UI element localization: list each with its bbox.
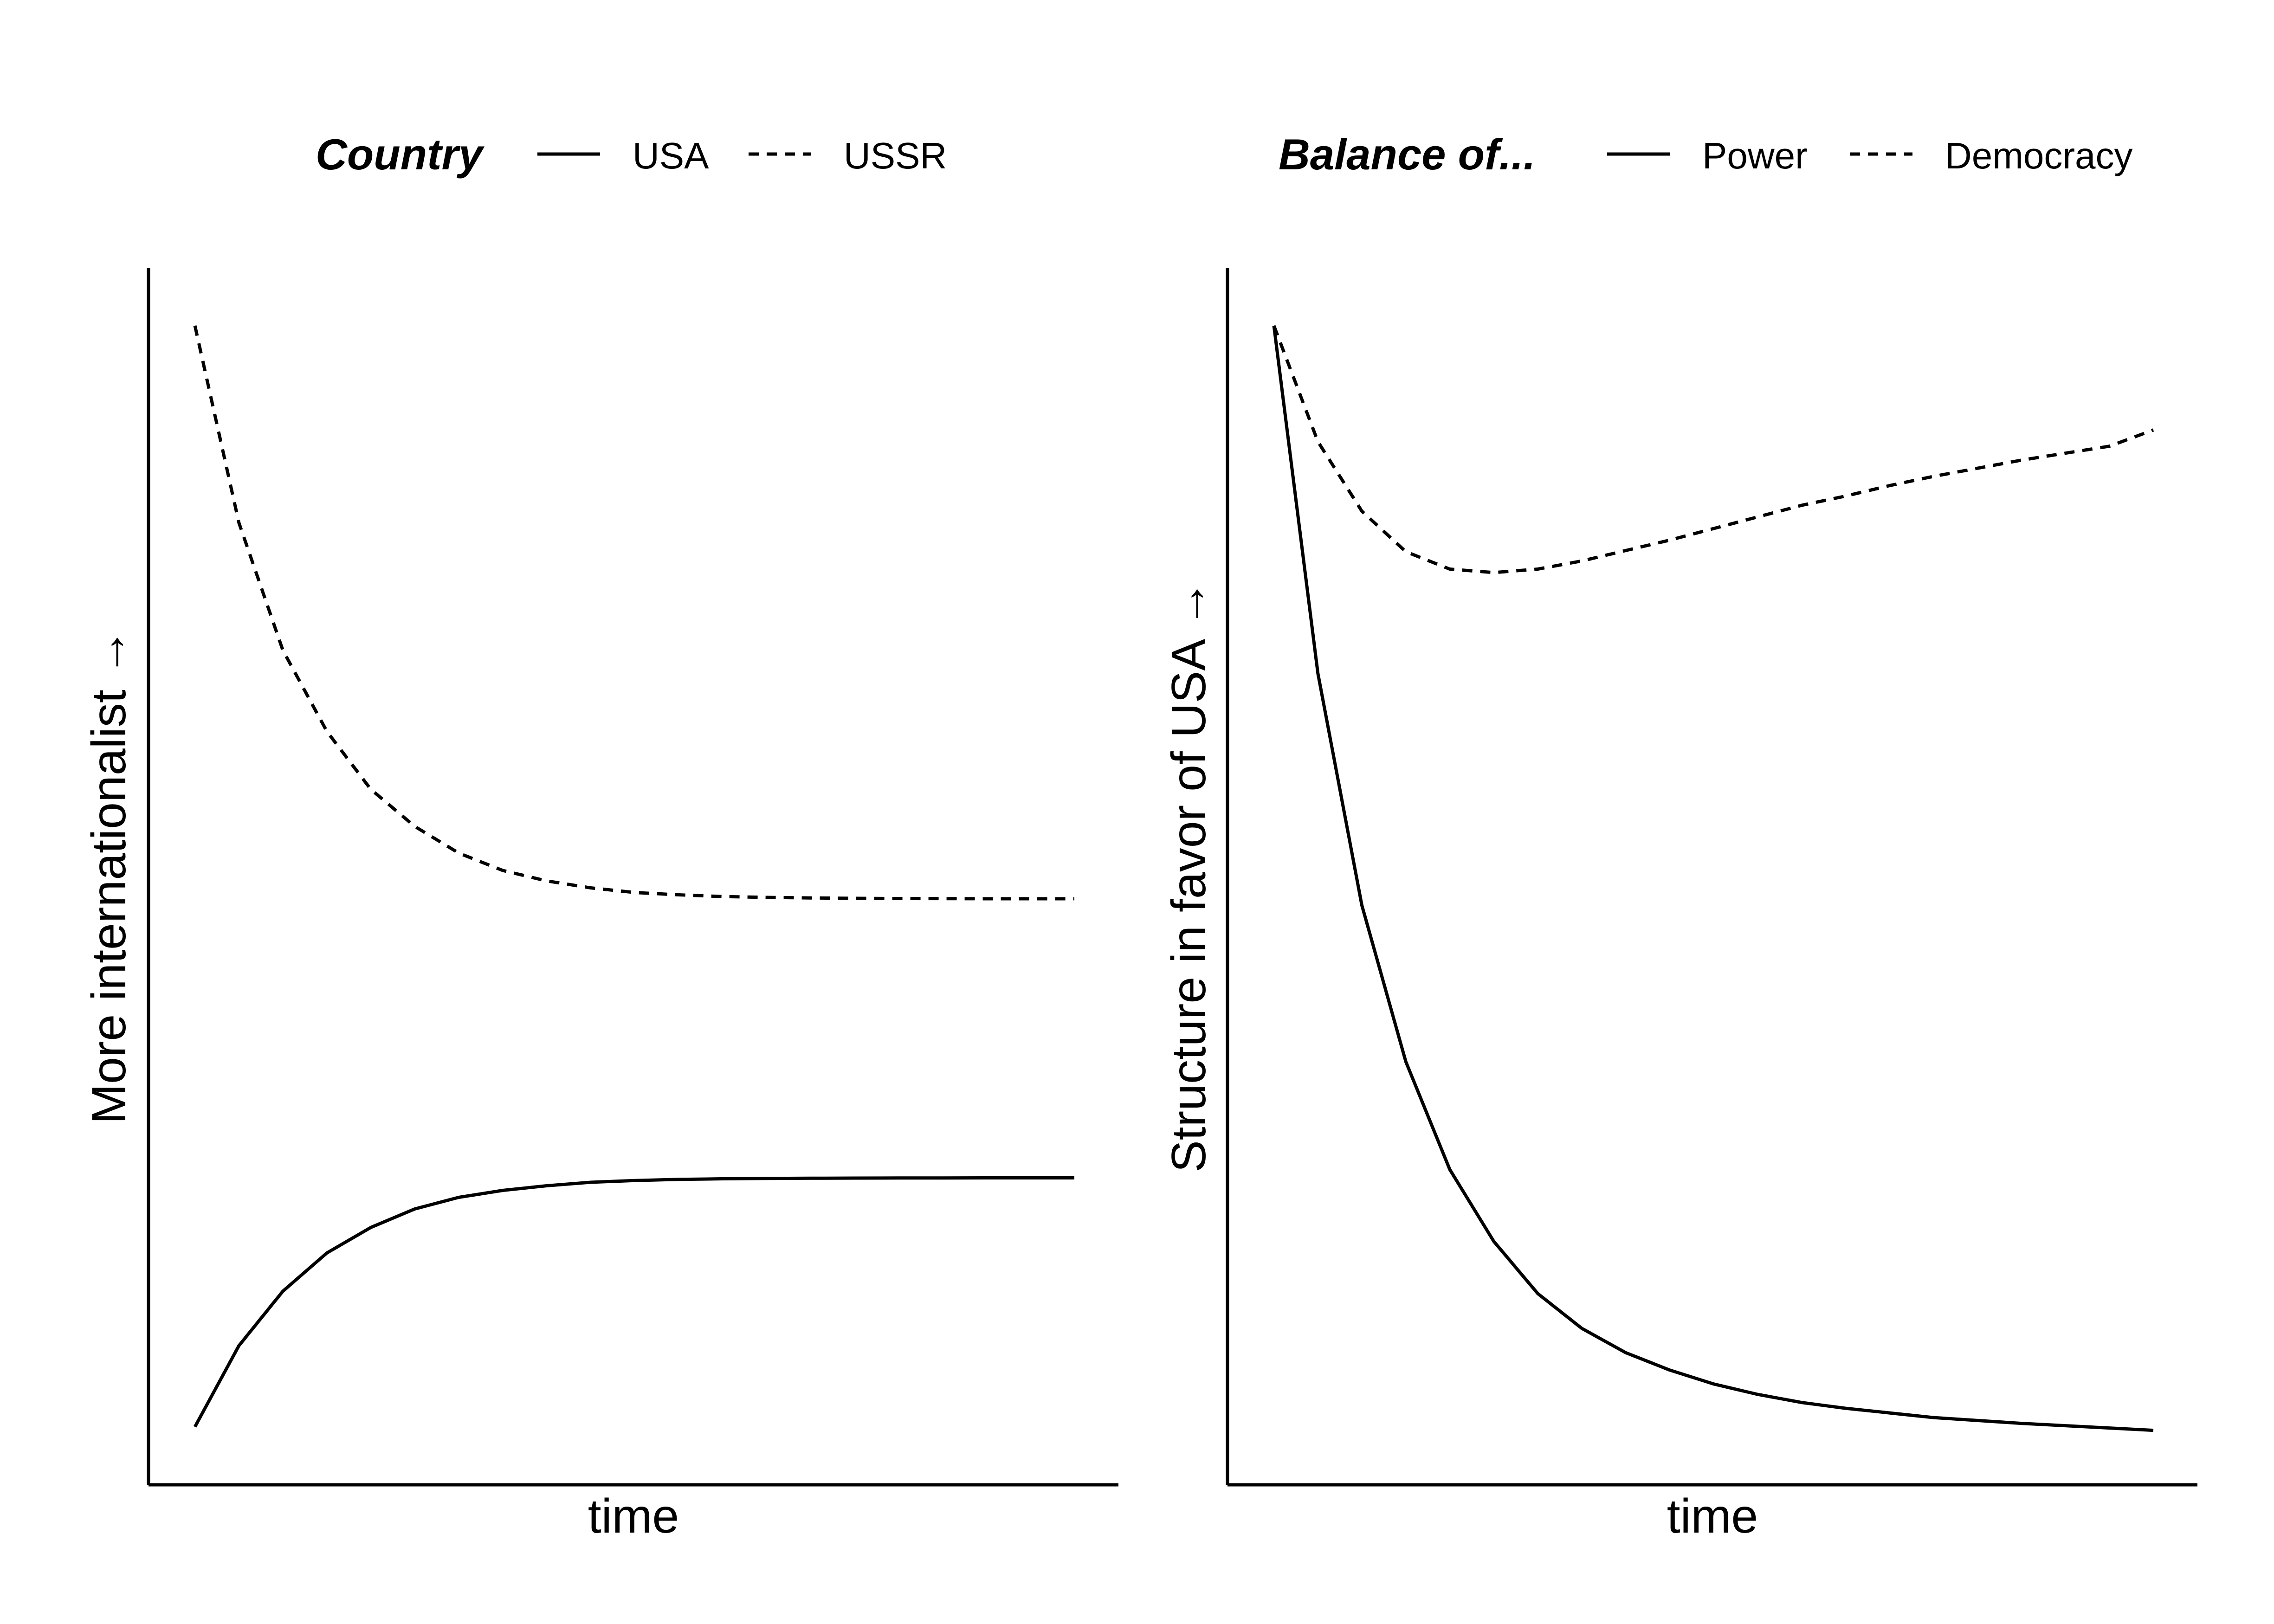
legend-title: Country [316,130,485,179]
legend-country: Country USA USSR [316,130,947,179]
legend-label-democracy: Democracy [1945,135,2133,176]
series-line-usa [193,1176,1074,1428]
series-line-power [1272,325,2154,1432]
legend-title: Balance of... [1279,130,1536,179]
y-axis-label: More internationalist → [82,628,136,1124]
series-line-democracy [1272,325,2154,574]
series-line-ussr [193,325,1074,901]
panel-balance: Balance of... Power Democracy time Struc… [1162,130,2197,1543]
series-layer [193,325,1074,1428]
legend-label-usa: USA [633,135,709,176]
legend-label-ussr: USSR [844,135,947,176]
x-axis-label: time [588,1489,679,1543]
legend-label-power: Power [1702,135,1808,176]
series-layer [1272,325,2154,1432]
y-axis-label: Structure in favor of USA → [1162,580,1216,1172]
legend-balance: Balance of... Power Democracy [1279,130,2133,179]
panel-country: Country USA USSR time More international… [82,130,1118,1543]
x-axis-label: time [1667,1489,1758,1543]
